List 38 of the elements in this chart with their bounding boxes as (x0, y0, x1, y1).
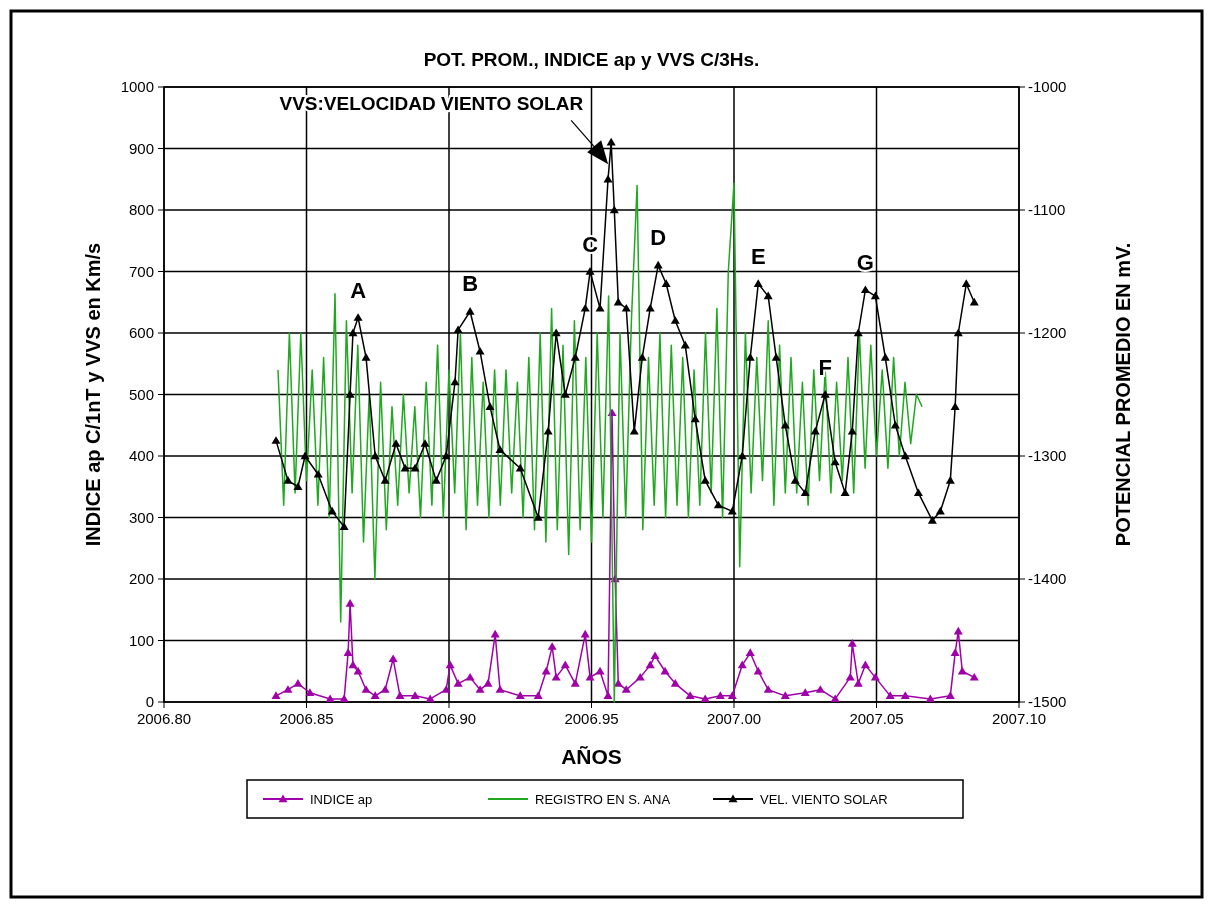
y-tick-label: 900 (128, 139, 154, 157)
line-series (277, 182, 923, 703)
annotation: D (650, 225, 667, 251)
x-tick-label: 2007.10 (991, 710, 1047, 727)
x-tick-label: 2006.90 (421, 710, 477, 727)
y2-tick-label: -1000 (1028, 78, 1067, 95)
x-tick-label: 2007.05 (849, 710, 904, 727)
annotation: E (750, 243, 766, 269)
y-tick-label: 600 (128, 324, 154, 341)
y2-tick-label: -1300 (1028, 447, 1067, 464)
x-tick-label: 2007.00 (706, 710, 762, 727)
y-tick-label: 1000 (120, 78, 154, 95)
x-tick-label: 2006.85 (279, 710, 334, 727)
y2-tick-label: -1400 (1028, 570, 1067, 587)
y-tick-label: 300 (128, 508, 154, 526)
chart-title: POT. PROM., INDICE ap y VVS C/3Hs. (423, 49, 760, 70)
y2-tick-label: -1100 (1028, 201, 1066, 218)
y-axis-title: INDICE ap C/1nT y VVS en Km/s (82, 242, 104, 547)
annotation: G (856, 249, 874, 275)
legend-label: INDICE ap (310, 792, 373, 807)
x-axis-title: AÑOS (561, 745, 622, 768)
y-tick-label: 200 (128, 570, 154, 587)
x-tick-label: 2006.95 (564, 710, 619, 727)
annotation: B (462, 271, 479, 297)
y-tick-label: 800 (128, 201, 154, 218)
y-tick-label: 100 (128, 631, 154, 649)
x-tick-label: 2006.80 (136, 710, 192, 727)
y-tick-label: 0 (145, 693, 154, 710)
y-tick-label: 700 (128, 262, 154, 280)
y2-tick-label: -1200 (1028, 324, 1067, 341)
y2-axis-title: POTENCIAL PROMEDIO EN mV. (1112, 242, 1134, 547)
y-tick-label: 400 (128, 447, 154, 464)
annotation: F (818, 354, 832, 380)
y-tick-label: 500 (128, 385, 154, 403)
legend-label: REGISTRO EN S. ANA (535, 792, 671, 807)
y2-tick-label: -1500 (1028, 693, 1067, 710)
annotation: A (350, 277, 367, 303)
legend-label: VEL. VIENTO SOLAR (760, 792, 888, 807)
